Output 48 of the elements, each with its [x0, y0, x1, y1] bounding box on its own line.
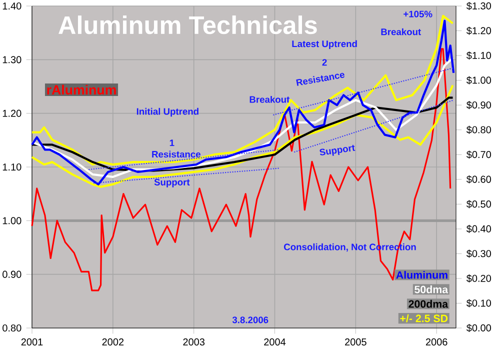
annotation: 2 [322, 59, 327, 66]
y-tick-label: 0.90 [2, 270, 22, 278]
y2-tick-label: $0.00 [466, 324, 491, 332]
y2-tick-label: $1.10 [466, 51, 491, 60]
y-tick-label: 0.80 [2, 324, 22, 332]
x-tick-label: 2003 [183, 338, 205, 346]
annotation: Initial Uptrend [136, 108, 198, 117]
y2-tick-label: $0.20 [466, 274, 491, 283]
chart-title: Aluminum Technicals [58, 16, 317, 34]
line-series [31, 48, 452, 292]
text: Aluminum [396, 270, 448, 279]
y2-tick-label: $0.10 [466, 299, 491, 308]
annotation: Breakout [250, 96, 290, 103]
text: 50dma [414, 285, 448, 294]
y2-tick-label: $0.90 [466, 101, 491, 110]
annotation: +105% [404, 10, 432, 18]
text: +/- 2.5 SD [400, 314, 448, 322]
y-tick-label: 1.30 [2, 56, 22, 64]
y2-tick-label: $0.30 [466, 250, 491, 258]
x-tick-label: 2001 [21, 338, 43, 346]
x-tick-label: 2004 [264, 338, 286, 346]
y2-tick-label: $0.70 [466, 150, 491, 159]
x-tick-label: 2005 [345, 338, 366, 346]
y2-tick-label: $1.30 [466, 2, 491, 10]
y2-tick-label: $0.50 [466, 200, 491, 208]
annotation: 1 [170, 140, 174, 146]
annotation: Support [320, 144, 356, 156]
y2-tick-label: $1.00 [466, 76, 491, 84]
annotation: Resistance [152, 150, 200, 158]
annotation: Latest Uptrend [292, 40, 357, 49]
text: rAluminum [47, 84, 116, 95]
y-tick-label: 1.20 [2, 110, 22, 117]
y-tick-label: 1.00 [2, 217, 22, 224]
x-tick-label: 2006 [426, 338, 448, 346]
x-tick-label: 2002 [102, 338, 124, 346]
annotation: 3.8.2006 [232, 316, 268, 324]
annotation: Support [154, 178, 190, 188]
text: 200dma [408, 300, 448, 308]
y2-tick-label: $1.20 [466, 26, 491, 35]
line-series [30, 84, 454, 188]
y2-tick-label: $0.80 [466, 126, 491, 134]
y2-tick-label: $0.60 [466, 175, 491, 184]
annotation: Breakout [381, 28, 421, 36]
y-tick-label: 1.10 [2, 163, 22, 171]
y2-tick-label: $0.40 [466, 224, 491, 233]
line-series [30, 56, 454, 178]
y-tick-label: 1.40 [2, 2, 22, 10]
annotation: Resistance [296, 72, 345, 86]
